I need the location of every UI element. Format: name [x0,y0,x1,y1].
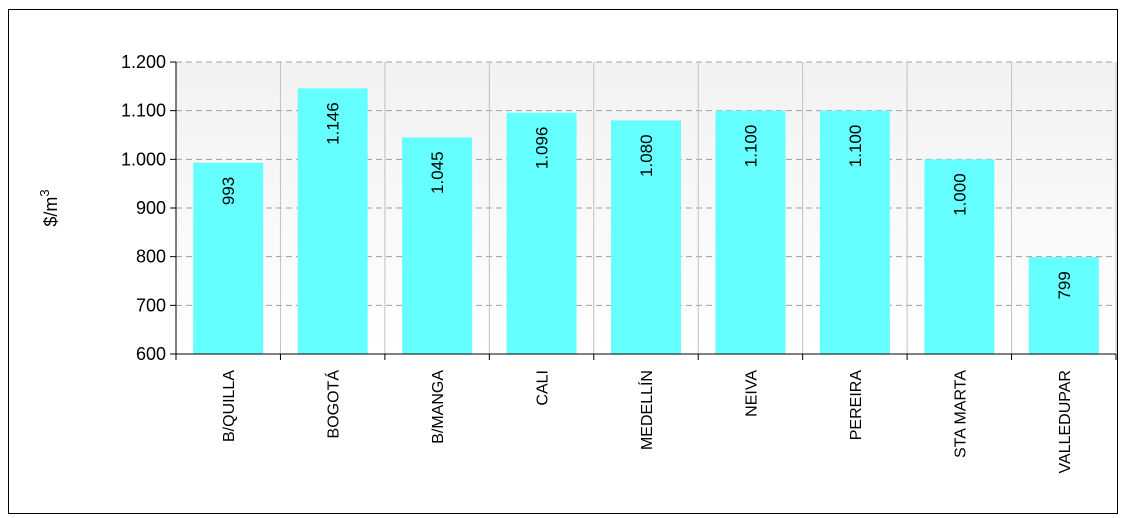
x-tick-label: VALLEDUPAR [1057,370,1074,473]
y-axis-title: $/m3 [37,189,61,226]
x-tick-label: PEREIRA [848,370,865,441]
data-label: 1.100 [846,125,865,168]
x-tick-label: NEIVA [743,370,760,417]
bar-valledupar [1028,257,1099,354]
y-tick-label: 1.100 [121,101,166,121]
data-label: 1.096 [533,127,552,170]
bar-b/quilla [193,162,264,354]
x-tick-label: B/QUILLA [221,370,238,442]
data-label: 799 [1055,271,1074,299]
y-tick-label: 1.200 [121,52,166,72]
data-label: 1.000 [950,173,969,216]
chart-frame [8,9,1118,514]
x-tick-label: MEDELLÍN [637,370,656,450]
x-tick-label: B/MANGA [430,370,447,444]
y-tick-label: 900 [136,198,166,218]
data-label: 1.100 [741,125,760,168]
y-tick-label: 600 [136,344,166,364]
x-tick-label: CALI [535,370,552,406]
y-tick-label: 1.000 [121,149,166,169]
bar-sta marta [924,159,995,354]
data-label: 993 [219,177,238,205]
x-tick-label: BOGOTÁ [324,370,343,439]
data-label: 1.080 [637,134,656,177]
y-tick-label: 800 [136,247,166,267]
bar-neiva [715,110,786,355]
data-label: 1.045 [428,151,447,194]
x-tick-label: STA MARTA [952,370,969,458]
y-tick-label: 700 [136,295,166,315]
data-label: 1.146 [324,102,343,145]
bar-b/manga [402,137,473,354]
bar-pereira [819,110,890,355]
bar-medellín [611,120,681,355]
bar-bogotá [297,88,368,354]
bar-cali [506,112,577,354]
